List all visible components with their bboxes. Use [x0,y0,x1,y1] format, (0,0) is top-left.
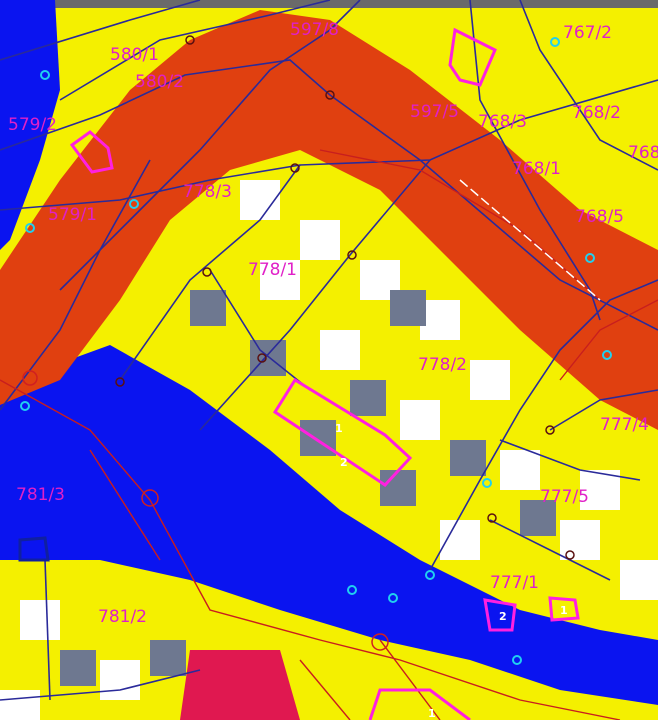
parcel-label: 778/3 [183,182,232,202]
parcel-label: 579/2 [8,115,57,135]
parcel-label: 768/3 [478,112,527,132]
building-number: 1 [560,604,568,617]
parcel-label: 579/1 [48,205,97,225]
checker-grey [60,290,556,686]
building-outlines [18,27,580,720]
parcel-label: 580/1 [110,45,159,65]
parcel-label: 768/2 [572,103,621,123]
parcel-label: 768 [628,143,658,163]
cyan-markers [20,37,612,665]
checker-cells [0,180,658,720]
parcel-label: 580/2 [135,72,184,92]
parcel-lines [0,0,658,701]
building-number: 2 [499,610,507,623]
parcel-label: 777/1 [490,573,539,593]
parcel-label: 778/1 [248,260,297,280]
red-lines [0,149,658,720]
white-dimension [459,179,601,301]
parcel-label: 768/5 [575,207,624,227]
parcel-label: 778/2 [418,355,467,375]
zone-orange-band [0,10,658,430]
building-number: 2 [340,456,348,469]
top-strip [0,0,658,8]
parcel-label: 777/4 [600,415,649,435]
parcel-label: 768/1 [512,159,561,179]
building-numbers: 1 2 2 1 1 [335,422,568,720]
parcel-label: 777/5 [540,487,589,507]
building-number: 1 [428,707,436,720]
building-number: 1 [335,422,343,435]
parcel-label: 597/8 [290,20,339,40]
parcel-labels: 597/8 767/2 580/1 580/2 579/2 597/5 768/… [8,20,658,627]
zone-blue-top [0,0,60,250]
zone-red-patch [180,650,300,720]
parcel-label: 767/2 [563,23,612,43]
parcel-label: 781/3 [16,485,65,505]
vertex-markers [22,35,575,651]
parcel-label: 597/5 [410,102,459,122]
zone-blue-band [0,345,658,705]
parcel-label: 781/2 [98,607,147,627]
